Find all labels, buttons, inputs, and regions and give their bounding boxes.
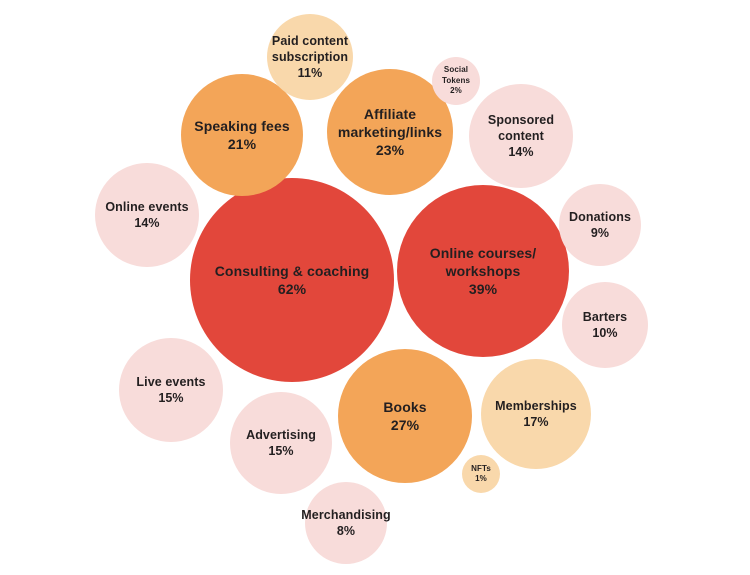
bubble-label: Books 27% xyxy=(371,398,438,434)
bubble-sponsored-content: Sponsored content 14% xyxy=(469,84,573,188)
bubble-label-text: Barters xyxy=(582,309,628,324)
bubble-nfts: NFTs 1% xyxy=(462,455,500,493)
bubble-value: 39% xyxy=(468,281,498,298)
bubble-speaking-fees: Speaking fees 21% xyxy=(181,74,303,196)
bubble-value: 23% xyxy=(375,142,405,159)
bubble-donations: Donations 9% xyxy=(559,184,641,266)
bubble-label: Memberships 17% xyxy=(485,398,586,431)
bubble-value: 2% xyxy=(450,86,462,96)
bubble-label: Merchandising 8% xyxy=(294,507,398,540)
bubble-label-text: Online events xyxy=(105,199,189,214)
bubble-label-text: Consulting & coaching xyxy=(214,262,370,279)
bubble-social-tokens: Social Tokens 2% xyxy=(432,57,480,105)
bubble-label: Affiliate marketing/links 23% xyxy=(327,105,454,160)
bubble-label: Speaking fees 21% xyxy=(183,117,300,153)
bubble-label-text: Affiliate marketing/links xyxy=(337,105,443,140)
bubble-label-text: Live events xyxy=(136,374,206,389)
bubble-label: Paid content subscription 11% xyxy=(264,33,356,82)
bubble-label-text: Speaking fees xyxy=(194,117,290,134)
bubble-affiliate-marketing-links: Affiliate marketing/links 23% xyxy=(327,69,453,195)
bubble-value: 21% xyxy=(227,136,257,152)
bubble-memberships: Memberships 17% xyxy=(481,359,591,469)
bubble-value: 9% xyxy=(590,226,610,240)
bubble-label: Barters 10% xyxy=(575,309,635,342)
bubble-label: Advertising 15% xyxy=(237,427,325,460)
bubble-label-text: Social Tokens xyxy=(441,65,470,85)
bubble-value: 1% xyxy=(475,474,487,483)
bubble-label: Consulting & coaching 62% xyxy=(196,262,387,298)
bubble-value: 8% xyxy=(336,524,356,538)
bubble-label-text: Online courses/ workshops xyxy=(429,244,537,279)
bubble-advertising: Advertising 15% xyxy=(230,392,332,494)
bubble-books: Books 27% xyxy=(338,349,472,483)
bubble-online-events: Online events 14% xyxy=(95,163,199,267)
bubble-value: 10% xyxy=(592,326,618,340)
bubble-label: Sponsored content 14% xyxy=(469,112,573,161)
bubble-live-events: Live events 15% xyxy=(119,338,223,442)
bubble-label-text: Paid content subscription xyxy=(271,33,349,64)
bubble-label-text: Memberships xyxy=(495,398,577,413)
bubble-value: 14% xyxy=(508,145,534,160)
bubble-label: Social Tokens 2% xyxy=(432,65,480,96)
bubble-value: 15% xyxy=(268,444,294,458)
bubble-merchandising: Merchandising 8% xyxy=(301,482,391,564)
bubble-label-text: Advertising xyxy=(246,427,316,442)
bubble-label-text: NFTs xyxy=(471,463,491,473)
bubble-online-courses-workshops: Online courses/ workshops 39% xyxy=(397,185,569,357)
bubble-label: Online events 14% xyxy=(96,199,198,232)
bubble-label: Donations 9% xyxy=(562,209,639,242)
bubble-label: Live events 15% xyxy=(127,374,215,407)
bubble-value: 17% xyxy=(523,415,549,429)
bubble-value: 27% xyxy=(390,417,420,433)
bubble-label-text: Merchandising xyxy=(301,507,391,522)
bubble-value: 15% xyxy=(158,391,184,405)
bubble-label-text: Donations xyxy=(568,209,631,224)
bubble-paid-content-subscription: Paid content subscription 11% xyxy=(267,14,353,100)
bubble-barters: Barters 10% xyxy=(562,282,648,368)
bubble-label-text: Books xyxy=(383,398,427,415)
bubble-label: NFTs 1% xyxy=(468,464,495,485)
bubble-value: 11% xyxy=(297,66,323,81)
bubble-label: Online courses/ workshops 39% xyxy=(397,244,569,299)
bubble-value: 14% xyxy=(134,216,160,230)
bubble-consulting-coaching: Consulting & coaching 62% xyxy=(190,178,394,382)
bubble-label-text: Sponsored content xyxy=(487,112,555,143)
bubble-value: 62% xyxy=(277,281,307,297)
